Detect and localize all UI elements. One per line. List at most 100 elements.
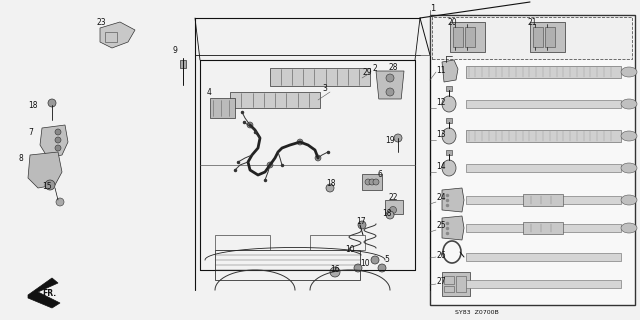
Bar <box>444 286 454 292</box>
Text: 4: 4 <box>207 87 212 97</box>
Bar <box>310 235 365 250</box>
Text: 18: 18 <box>382 209 392 218</box>
Bar <box>215 250 360 280</box>
Polygon shape <box>28 152 62 188</box>
Circle shape <box>358 221 366 229</box>
Bar <box>430 15 635 305</box>
Bar <box>450 22 485 52</box>
Circle shape <box>386 211 394 219</box>
Bar <box>523 222 563 234</box>
Circle shape <box>45 180 55 190</box>
Bar <box>466 224 621 232</box>
Text: 21: 21 <box>527 18 536 27</box>
Bar <box>466 280 621 288</box>
Text: 25: 25 <box>436 221 445 230</box>
Bar <box>215 235 270 250</box>
Text: 24: 24 <box>436 194 445 203</box>
Bar <box>523 194 563 206</box>
Bar <box>533 27 543 47</box>
Text: 23: 23 <box>96 18 106 27</box>
Circle shape <box>55 129 61 135</box>
Text: 8: 8 <box>18 154 23 163</box>
Text: 7: 7 <box>28 127 33 137</box>
Ellipse shape <box>621 67 637 77</box>
Text: 29: 29 <box>362 68 372 76</box>
Bar <box>466 196 621 204</box>
Bar <box>466 100 621 108</box>
Text: 16: 16 <box>330 266 340 275</box>
Circle shape <box>267 162 273 168</box>
Circle shape <box>55 145 61 151</box>
Text: 20: 20 <box>447 18 456 27</box>
Ellipse shape <box>621 195 637 205</box>
Text: 14: 14 <box>436 162 445 171</box>
Circle shape <box>394 134 402 142</box>
Text: 19: 19 <box>385 135 395 145</box>
Circle shape <box>56 198 64 206</box>
Circle shape <box>247 122 253 128</box>
Bar <box>465 27 475 47</box>
Bar <box>385 200 403 214</box>
Polygon shape <box>28 278 60 308</box>
Text: 17: 17 <box>356 218 365 227</box>
Text: 18: 18 <box>28 100 38 109</box>
Polygon shape <box>100 22 135 48</box>
Circle shape <box>378 264 386 272</box>
Circle shape <box>326 184 334 192</box>
Circle shape <box>55 137 61 143</box>
Circle shape <box>330 267 340 277</box>
Bar <box>446 150 452 155</box>
Ellipse shape <box>621 223 637 233</box>
Circle shape <box>365 179 371 185</box>
Circle shape <box>386 74 394 82</box>
Circle shape <box>354 264 362 272</box>
Text: 1: 1 <box>430 4 435 12</box>
Text: 13: 13 <box>436 130 445 139</box>
Bar <box>466 164 621 172</box>
Bar <box>442 272 470 296</box>
Bar <box>230 92 320 108</box>
Text: 6: 6 <box>377 170 382 179</box>
Bar <box>446 86 452 91</box>
Circle shape <box>371 256 379 264</box>
Bar <box>432 17 632 59</box>
Circle shape <box>390 206 397 213</box>
Text: 11: 11 <box>436 66 445 75</box>
Ellipse shape <box>442 96 456 112</box>
Text: 18: 18 <box>326 179 335 188</box>
Bar <box>180 60 186 68</box>
Circle shape <box>369 179 375 185</box>
Text: 5: 5 <box>384 255 389 265</box>
Bar <box>446 118 452 123</box>
Bar <box>545 27 555 47</box>
Text: 10: 10 <box>360 259 370 268</box>
Bar <box>466 66 621 78</box>
Bar <box>105 32 117 42</box>
Bar <box>530 22 565 52</box>
Ellipse shape <box>621 163 637 173</box>
Text: SY83  Z0700B: SY83 Z0700B <box>455 309 499 315</box>
Bar <box>270 68 370 86</box>
Circle shape <box>373 179 379 185</box>
Bar <box>466 253 621 261</box>
Polygon shape <box>442 216 464 240</box>
Bar <box>444 276 454 284</box>
Text: 12: 12 <box>436 98 445 107</box>
Text: 27: 27 <box>436 277 445 286</box>
Text: 22: 22 <box>388 193 397 202</box>
Bar <box>210 98 235 118</box>
Text: 3: 3 <box>322 84 327 92</box>
Polygon shape <box>40 125 68 158</box>
Circle shape <box>48 99 56 107</box>
Polygon shape <box>442 188 464 212</box>
Ellipse shape <box>442 128 456 144</box>
Text: 28: 28 <box>388 62 397 71</box>
Circle shape <box>297 139 303 145</box>
Bar <box>453 27 463 47</box>
Bar <box>456 276 466 292</box>
Polygon shape <box>362 174 382 190</box>
Text: 10: 10 <box>345 245 355 254</box>
Circle shape <box>386 88 394 96</box>
Ellipse shape <box>621 99 637 109</box>
Polygon shape <box>442 60 458 82</box>
